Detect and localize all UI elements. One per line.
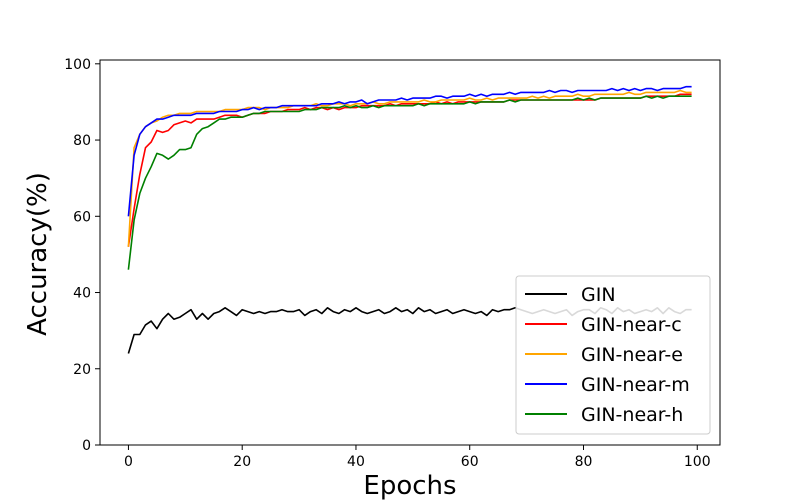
y-tick-label: 80	[73, 133, 91, 149]
y-tick-label: 0	[82, 438, 91, 454]
x-tick-label: 0	[124, 454, 133, 470]
y-tick-label: 60	[73, 209, 91, 225]
y-axis-ticks: 0 20 40 60 80 100	[64, 57, 100, 454]
plot-frame	[99, 59, 721, 446]
series-line-gin-near-h	[127, 95, 692, 270]
legend-box	[515, 275, 711, 435]
legend-items: GIN GIN-near-c GIN-near-e GIN-near-m GIN-nea…	[525, 284, 690, 426]
x-tick-label: 60	[461, 454, 479, 470]
x-axis-label: Epochs	[363, 471, 456, 500]
legend-label: GIN-near-h	[581, 404, 683, 426]
x-tick-label: 100	[684, 454, 711, 470]
legend: GIN GIN-near-c GIN-near-e GIN-near-m GIN-nea…	[515, 275, 711, 435]
legend-label: GIN	[581, 284, 616, 306]
series-line-gin-near-m	[127, 85, 692, 217]
x-tick-label: 40	[347, 454, 365, 470]
x-tick-label: 20	[233, 454, 251, 470]
legend-label: GIN-near-c	[581, 314, 682, 336]
legend-label: GIN-near-m	[581, 374, 690, 396]
y-tick-label: 100	[64, 57, 91, 73]
x-tick-label: 80	[575, 454, 593, 470]
y-axis-label: Accuracy(%)	[23, 172, 53, 336]
x-axis-ticks: 0 20 40 60 80 100	[124, 445, 711, 470]
legend-label: GIN-near-e	[581, 344, 683, 366]
y-tick-label: 40	[73, 286, 91, 302]
y-tick-label: 20	[73, 362, 91, 378]
series-line-gin-near-c	[127, 93, 692, 247]
series-line-gin-near-e	[127, 89, 692, 247]
